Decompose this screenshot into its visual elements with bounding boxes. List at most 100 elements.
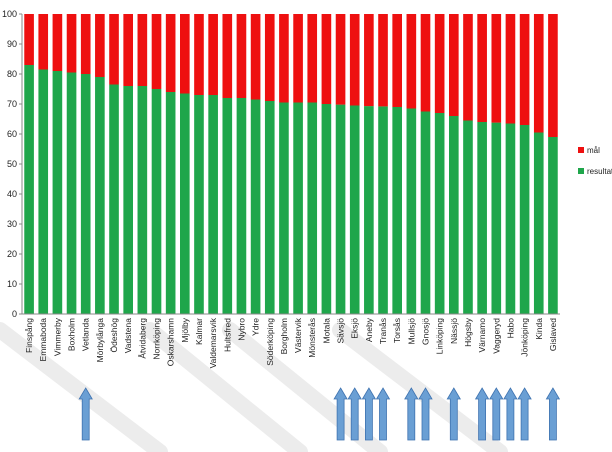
y-tick-label-40: 40 <box>7 189 17 199</box>
bar-mål-19 <box>293 14 303 103</box>
bar-mål-7 <box>123 14 133 86</box>
bar-resultat-11 <box>180 93 190 314</box>
up-arrow-35 <box>517 387 532 441</box>
x-tick-label-28: Gnosjö <box>421 318 431 345</box>
bar-resultat-15 <box>236 98 247 314</box>
bar-mål-5 <box>95 14 105 77</box>
bar-mål-32 <box>477 14 487 122</box>
bar-resultat-0 <box>24 65 34 314</box>
x-tick-label-23: Eksjö <box>350 318 360 339</box>
y-axis-ticks: 0 10 20 30 40 50 60 70 80 90 100 <box>2 9 22 319</box>
x-tick-label-30: Nässjö <box>449 318 459 344</box>
legend-swatch-mål <box>578 147 584 153</box>
up-arrow-33 <box>489 387 504 441</box>
bar-mål-20 <box>307 14 318 103</box>
arrow-annotations <box>78 387 561 441</box>
x-tick-label-25: Tranås <box>378 318 388 344</box>
x-tick-label-32: Värnamo <box>477 318 487 353</box>
up-arrow-28 <box>418 387 433 441</box>
up-arrow-34 <box>503 387 518 441</box>
bar-mål-13 <box>208 14 218 95</box>
bar-mål-17 <box>264 14 275 101</box>
bar-mål-16 <box>250 14 261 100</box>
bar-mål-23 <box>349 14 360 106</box>
bar-resultat-2 <box>52 71 63 314</box>
bar-resultat-16 <box>250 99 261 314</box>
x-tick-label-11: Mjölby <box>180 317 190 342</box>
bar-resultat-30 <box>449 116 459 314</box>
bar-mål-26 <box>392 14 402 107</box>
bar-resultat-28 <box>420 111 431 314</box>
bar-resultat-22 <box>335 104 346 314</box>
bar-resultat-32 <box>477 122 487 314</box>
bar-mål-2 <box>52 14 63 71</box>
y-tick-label-70: 70 <box>7 99 17 109</box>
bar-mål-6 <box>109 14 119 85</box>
y-tick-label-60: 60 <box>7 129 17 139</box>
x-tick-label-6: Ödeshög <box>109 318 119 353</box>
x-tick-label-34: Habo <box>505 318 515 339</box>
x-tick-label-19: Västervik <box>293 317 303 353</box>
bar-resultat-6 <box>109 84 119 314</box>
bar-mål-10 <box>165 14 176 92</box>
bar-resultat-1 <box>38 69 49 314</box>
x-tick-label-15: Nybro <box>236 318 246 341</box>
watermark-stripe-0 <box>0 322 168 452</box>
legend-swatch-resultat <box>578 168 584 174</box>
up-arrow-32 <box>474 387 490 441</box>
x-tick-label-31: Högsby <box>463 317 473 347</box>
bar-resultat-19 <box>293 102 303 314</box>
x-tick-label-17: Söderköping <box>265 318 275 366</box>
bar-resultat-5 <box>95 77 105 314</box>
bar-resultat-3 <box>66 72 77 314</box>
bar-resultat-34 <box>505 123 516 314</box>
y-tick-label-100: 100 <box>2 9 17 19</box>
up-arrow-24 <box>361 387 377 441</box>
bar-mål-14 <box>222 14 233 98</box>
bar-resultat-31 <box>463 120 473 314</box>
bar-mål-25 <box>378 14 388 107</box>
x-tick-label-33: Vaggeryd <box>491 318 501 354</box>
bar-series <box>24 14 558 315</box>
x-tick-label-8: Åtvidaberg <box>137 318 147 359</box>
bar-mål-31 <box>463 14 473 121</box>
x-tick-label-12: Kalmar <box>194 318 204 345</box>
x-tick-label-16: Ydre <box>251 318 261 336</box>
bar-mål-0 <box>24 14 34 65</box>
bar-resultat-17 <box>264 101 275 314</box>
bar-resultat-21 <box>321 104 332 314</box>
bar-mål-29 <box>434 14 445 113</box>
bar-mål-12 <box>194 14 204 95</box>
bar-mål-24 <box>364 14 374 107</box>
up-arrow-23 <box>347 387 362 441</box>
x-tick-label-29: Linköping <box>435 318 445 355</box>
bar-resultat-14 <box>222 98 233 314</box>
bar-resultat-37 <box>548 137 558 314</box>
y-tick-label-0: 0 <box>12 309 17 319</box>
up-arrow-30 <box>446 387 462 441</box>
x-tick-label-20: Mönsterås <box>307 318 317 358</box>
bar-mål-27 <box>406 14 417 109</box>
bar-mål-30 <box>449 14 459 116</box>
x-tick-label-10: Oskarshamn <box>166 318 176 366</box>
bar-resultat-35 <box>519 125 530 314</box>
bar-mål-33 <box>491 14 502 123</box>
y-tick-label-20: 20 <box>7 249 17 259</box>
legend: mål resultat <box>578 146 612 176</box>
x-tick-label-4: Vetlanda <box>81 318 91 351</box>
bar-mål-21 <box>321 14 332 104</box>
bar-resultat-25 <box>378 106 388 315</box>
bar-mål-37 <box>548 14 558 137</box>
up-arrow-37 <box>545 387 561 441</box>
bar-mål-22 <box>335 14 346 105</box>
up-arrow-27 <box>404 387 419 441</box>
bar-resultat-36 <box>533 132 544 314</box>
x-axis-labels: Finspång Emmaboda Vimmerby Boxholm Vetlanda M… <box>24 317 558 368</box>
x-tick-label-36: Kinda <box>534 318 544 340</box>
x-tick-label-14: Hultsfred <box>222 318 232 352</box>
x-tick-label-13: Valdemarsvik <box>208 317 218 368</box>
bar-mål-1 <box>38 14 49 70</box>
x-tick-label-27: Mullsjö <box>406 318 416 345</box>
x-tick-label-2: Vimmerby <box>52 317 62 356</box>
x-tick-label-3: Boxholm <box>67 318 77 351</box>
